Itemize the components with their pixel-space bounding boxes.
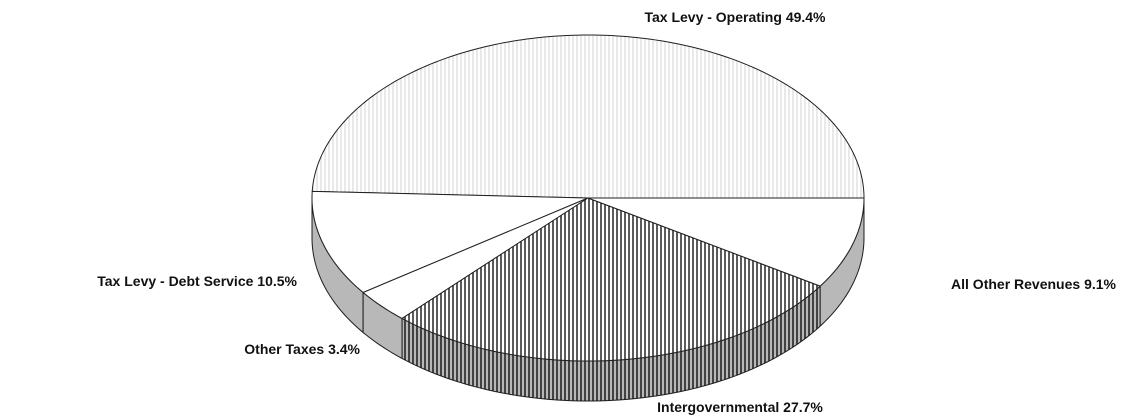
value-label: 27.7% xyxy=(783,399,823,415)
value-label: 3.4% xyxy=(328,341,360,357)
slice xyxy=(311,190,589,294)
category-label: Tax Levy - Operating xyxy=(644,9,781,25)
category-label: All Other Revenues xyxy=(951,276,1080,292)
category-label: Intergovernmental xyxy=(657,399,779,415)
slice-label: Other Taxes 3.4% xyxy=(244,341,360,357)
side-shade xyxy=(402,286,821,401)
slice xyxy=(587,197,865,287)
slice-label: All Other Revenues 9.1% xyxy=(951,276,1117,292)
side-shade xyxy=(363,292,403,359)
slice-label: Tax Levy - Debt Service 10.5% xyxy=(97,273,297,289)
slice xyxy=(311,34,865,199)
slice xyxy=(401,197,822,362)
value-label: 49.4% xyxy=(786,9,826,25)
side-shade xyxy=(312,198,364,333)
slice-label: Intergovernmental 27.7% xyxy=(657,399,823,415)
category-label: Tax Levy - Debt Service xyxy=(97,273,253,289)
slice xyxy=(362,197,589,320)
value-label: 10.5% xyxy=(257,273,297,289)
category-label: Other Taxes xyxy=(244,341,324,357)
slice-label: Tax Levy - Operating 49.4% xyxy=(644,9,826,25)
value-label: 9.1% xyxy=(1084,276,1116,292)
